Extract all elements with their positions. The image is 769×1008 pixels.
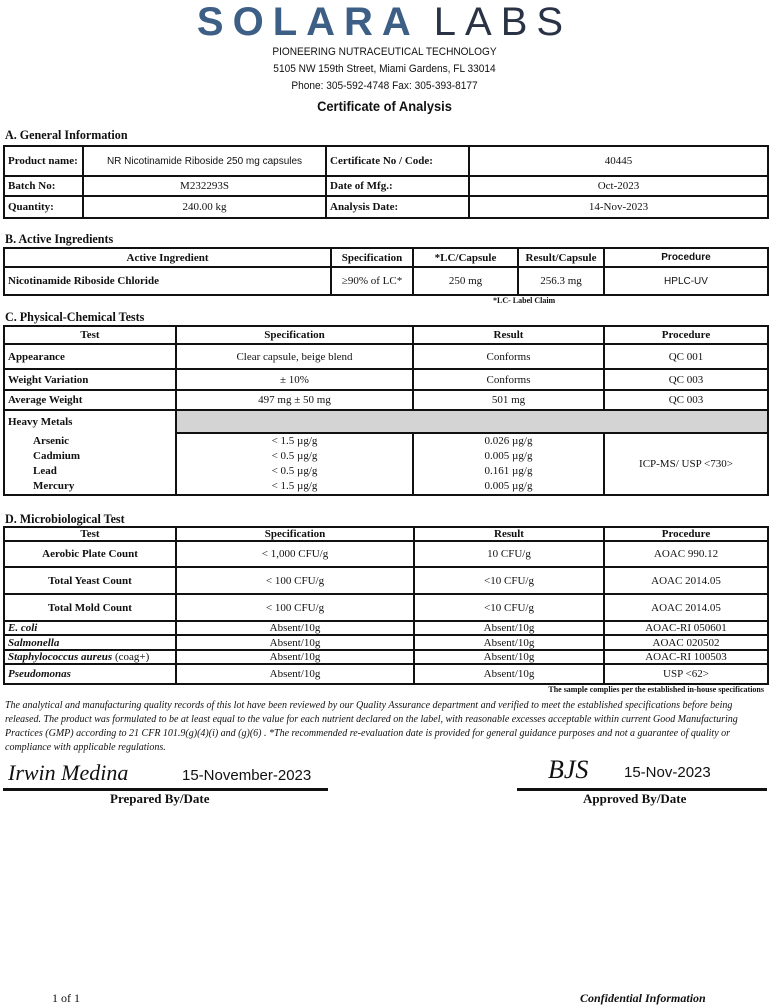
table-row: Batch No: M232293S Date of Mfg.: Oct-2023	[3, 175, 769, 197]
active-ingredients-table: Active Ingredient Specification *LC/Capsul…	[3, 247, 769, 296]
table-header: Active Ingredient Specification *LC/Capsul…	[3, 247, 769, 268]
compliance-note: The sample complies per the established …	[548, 685, 764, 694]
section-b-heading: B. Active Ingredients	[5, 231, 114, 246]
company-logo: SOLARA LABS	[196, 0, 573, 44]
table-row: Total Mold Count < 100 CFU/g <10 CFU/g AOAC…	[3, 593, 769, 622]
tagline: PIONEERING NUTRACEUTICAL TECHNOLOGY	[272, 46, 497, 58]
prepared-signature-line	[3, 788, 328, 791]
approved-signature-line	[517, 788, 767, 791]
microbiological-table: Test Specification Result Procedure Aerobic…	[3, 526, 769, 685]
physical-chemical-table: Test Specification Result Procedure Appeara…	[3, 325, 769, 496]
approved-date: 15-Nov-2023	[624, 764, 711, 781]
document-title: Certificate of Analysis	[317, 98, 452, 114]
phone-fax: Phone: 305-592-4748 Fax: 305-393-8177	[291, 80, 478, 92]
section-c-heading: C. Physical-Chemical Tests	[5, 309, 145, 324]
section-a-heading: A. General Information	[5, 127, 128, 142]
approved-signature: BJS	[548, 755, 589, 784]
table-row: Product name: NR Nicotinamide Riboside 25…	[3, 145, 769, 177]
page-number: 1 of 1	[52, 991, 80, 1005]
table-row: Average Weight 497 mg ± 50 mg 501 mg QC 003	[3, 389, 769, 411]
confidential-label: Confidential Information	[580, 991, 706, 1005]
table-row: Pseudomonas Absent/10g Absent/10g USP <62>	[3, 663, 769, 685]
heavy-metals-row: Arsenic Cadmium Lead Mercury < 1.5 µg/g < 0.…	[3, 432, 769, 496]
table-row: E. coli Absent/10g Absent/10g AOAC-RI 05060…	[3, 620, 769, 636]
general-info-table: Product name: NR Nicotinamide Riboside 25…	[3, 145, 769, 219]
table-row: Salmonella Absent/10g Absent/10g AOAC 02050…	[3, 634, 769, 651]
table-row: Staphylococcus aureus (coag+) Absent/10g A…	[3, 649, 769, 665]
table-row: Quantity: 240.00 kg Analysis Date: 14-Nov-2…	[3, 195, 769, 219]
prepared-signature: Irwin Medina	[8, 760, 129, 785]
prepared-label: Prepared By/Date	[110, 791, 210, 806]
table-row: Heavy Metals	[3, 409, 769, 434]
address: 5105 NW 159th Street, Miami Gardens, FL …	[273, 63, 496, 75]
prepared-date: 15-November-2023	[182, 767, 312, 784]
qa-statement: The analytical and manufacturing quality…	[5, 700, 738, 753]
table-row: Total Yeast Count < 100 CFU/g <10 CFU/g AOA…	[3, 566, 769, 595]
table-row: Aerobic Plate Count < 1,000 CFU/g 10 CFU/g…	[3, 540, 769, 568]
table-header: Test Specification Result Procedure	[3, 325, 769, 345]
table-row: Weight Variation ± 10% Conforms QC 003	[3, 368, 769, 391]
table-row: Nicotinamide Riboside Chloride ≥90% of LC…	[3, 266, 769, 296]
table-row: Appearance Clear capsule, beige blend Conf…	[3, 343, 769, 370]
table-header: Test Specification Result Procedure	[3, 526, 769, 542]
approved-label: Approved By/Date	[583, 791, 687, 806]
section-d-heading: D. Microbiological Test	[5, 511, 125, 526]
footnote: *LC- Label Claim	[493, 296, 556, 305]
